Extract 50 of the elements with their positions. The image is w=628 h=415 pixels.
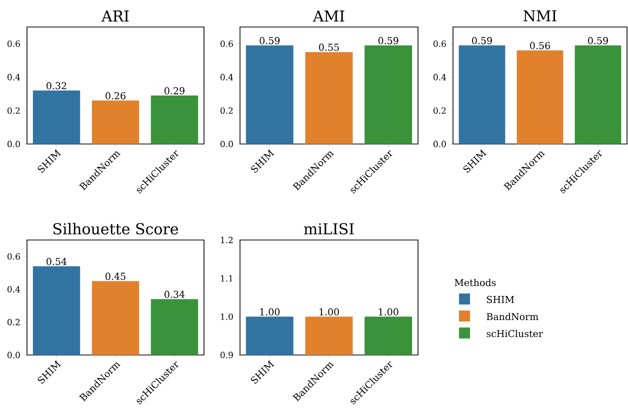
- data-label: 0.55: [319, 44, 339, 51]
- bar: [92, 100, 140, 144]
- data-label: 0.32: [46, 82, 66, 90]
- chart-title: Silhouette Score: [53, 222, 178, 234]
- data-label: 0.59: [588, 37, 608, 44]
- legend-label: SHIM: [487, 296, 514, 304]
- y-tick-label: 1.0: [220, 313, 233, 320]
- bar: [32, 266, 80, 355]
- y-tick-label: 0.6: [8, 40, 20, 47]
- y-tick-label: 0.4: [434, 74, 446, 80]
- bar: [32, 90, 80, 144]
- y-tick-label: 0.9: [220, 352, 233, 358]
- data-label: 1.00: [378, 308, 398, 316]
- y-tick-label: 0.6: [8, 253, 20, 260]
- chart-title: ARI: [101, 10, 129, 22]
- y-tick-label: 0.2: [8, 107, 20, 114]
- y-tick-label: 0.4: [8, 74, 20, 80]
- y-tick-label: 0.4: [8, 286, 20, 293]
- legend-label: scHiCluster: [486, 330, 544, 338]
- bar: [92, 281, 140, 355]
- bar: [150, 299, 198, 355]
- data-label: 0.54: [46, 258, 67, 266]
- y-tick-label: 1.1: [220, 275, 232, 282]
- chart-title: NMI: [524, 10, 556, 22]
- y-tick-label: 0.0: [8, 352, 20, 358]
- data-label: 0.29: [164, 87, 184, 94]
- chart-title: AMI: [312, 10, 344, 22]
- y-tick-label: 1.2: [220, 236, 233, 244]
- y-tick-label: 0.2: [434, 107, 446, 114]
- data-label: 1.00: [260, 308, 280, 316]
- data-label: 0.59: [260, 37, 280, 44]
- y-tick-label: 0.0: [8, 140, 20, 148]
- y-tick-label: 0.4: [220, 74, 234, 80]
- chart-title: miLISI: [304, 223, 354, 234]
- data-label: 0.59: [378, 37, 398, 44]
- bar: [150, 96, 198, 144]
- legend-label: BandNorm: [486, 312, 538, 320]
- y-tick-label: 0.2: [220, 107, 233, 114]
- y-tick-label: 0.0: [434, 140, 446, 148]
- data-label: 0.59: [472, 37, 492, 44]
- y-tick-label: 0.0: [220, 140, 233, 148]
- y-tick-label: 0.6: [434, 40, 446, 47]
- data-label: 0.34: [164, 290, 185, 298]
- legend-title: Methods: [454, 278, 496, 286]
- data-label: 0.56: [530, 42, 550, 50]
- data-label: 0.45: [106, 272, 126, 280]
- data-label: 0.26: [106, 92, 126, 100]
- data-label: 1.00: [320, 308, 339, 316]
- y-tick-label: 0.6: [220, 40, 233, 47]
- y-tick-label: 0.2: [8, 318, 20, 326]
